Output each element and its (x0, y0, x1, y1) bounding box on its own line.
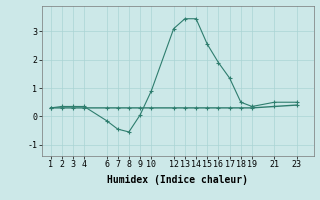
X-axis label: Humidex (Indice chaleur): Humidex (Indice chaleur) (107, 175, 248, 185)
